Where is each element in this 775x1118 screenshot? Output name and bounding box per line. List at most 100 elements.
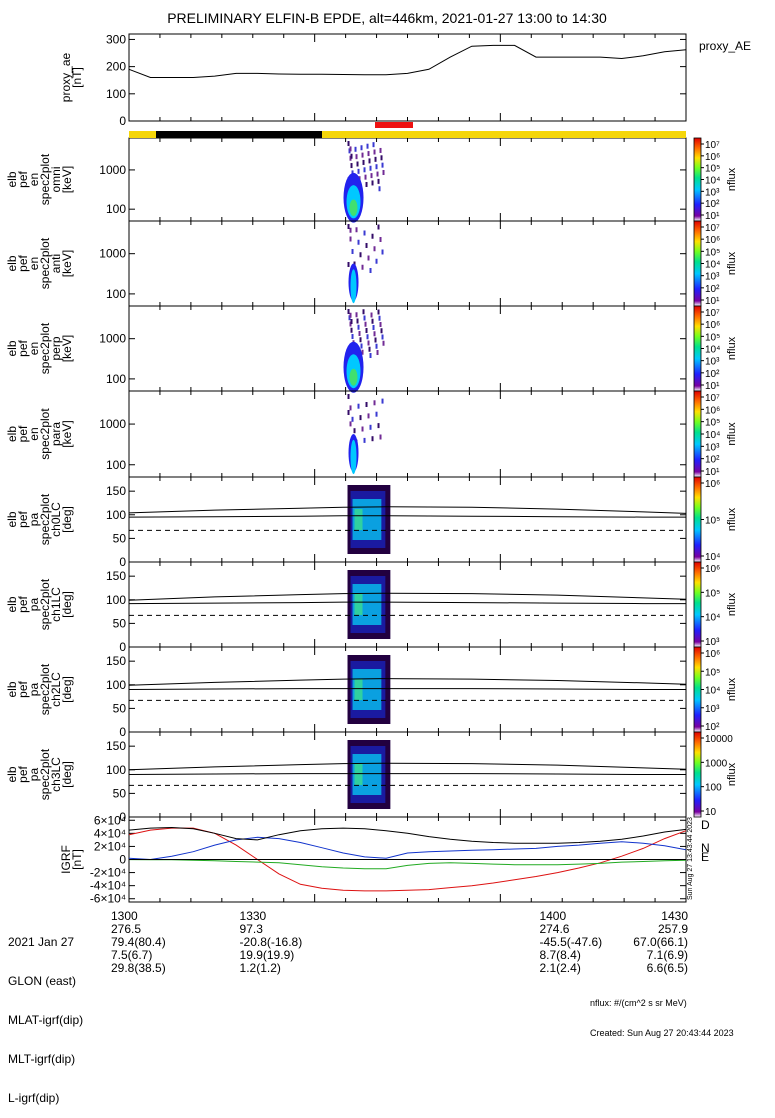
en_perp-blob-core [349,368,358,386]
en_perp-cbar-tick-label-5: 10⁶ [705,320,720,331]
en_anti-ylabel-0: elb [5,255,19,271]
pa_ch3-colorbar [693,731,702,818]
en_para-noise-pixel [375,411,378,417]
igrf-ytick-label-4: 2×10⁴ [94,839,126,853]
footer-value: 6.6(6.5) [646,961,688,975]
en_omni-noise-pixel [357,168,360,174]
en_omni-ylabel-0: elb [5,171,19,187]
footer-value: 1.2(1.2) [239,961,281,975]
en_perp-noise-pixel [347,309,350,314]
en_anti-noise-pixel [381,249,384,255]
pa_ch0-ylabel-5: [deg] [60,506,74,533]
proxy_ae-ytick-label-0: 0 [119,114,126,128]
pa_ch0-cbar-tick-label-2: 10⁶ [705,479,720,490]
igrf-legend-e: E [701,850,709,864]
en_omni-cbar-tick-label-5: 10⁶ [705,152,720,163]
panel-proxy_ae: proxy_ae[nT] 0 100 200 300 proxy_AE [59,32,751,128]
en_anti-ylabel-1: pef [16,254,30,271]
pa_ch2-ylabel-3: spec2plot [38,663,52,715]
en_omni-noise-pixel [365,182,368,187]
en_anti-noise-pixel [371,233,374,239]
footer-value: 29.8(38.5) [111,961,166,975]
en_para-noise-pixel [353,428,356,434]
pa_ch0-ylabel-1: pef [16,510,30,527]
pa_ch1-spectrogram-pixels [347,570,391,639]
panel-en_omni: elbpefenspec2plotomni[keV]100100010¹10²1… [5,137,738,223]
footer-label-mlat: MLAT-igrf(dip) [8,1013,84,1027]
en_anti-cbar-tick-label-2: 10³ [705,272,720,283]
en_perp-colorbar [693,305,702,392]
pa_ch2-cbar-tick-label-1: 10³ [705,704,720,715]
pa_ch1-ylabel-3: spec2plot [38,578,52,630]
proxy_ae-ytick-label-2: 200 [106,60,126,74]
en_para-ylabel-1: pef [16,425,30,442]
en_para-ytick-label-0: 100 [106,458,126,472]
en_perp-ylabel-2: en [27,342,41,355]
en_omni-noise-pixel [371,180,374,186]
en_omni-noise-pixel [379,147,382,153]
igrf-legend-n: N [701,841,710,855]
en_anti-noise-pixel [363,230,366,236]
pa_ch0-spectrogram-pixels [347,485,391,554]
pa_ch0-ytick-label-1: 50 [113,531,127,545]
en_perp-ylabel-5: [keV] [60,335,74,362]
pa_ch0-ytick-label-2: 100 [106,508,126,522]
en_perp-noise-pixel [382,340,385,346]
footer-notes: nflux: #/(cm^2 s sr MeV) Created: Sun Au… [590,978,734,1048]
en_omni-ytick-label-1: 1000 [99,163,126,177]
en_omni-cbar-tick-label-6: 10⁷ [705,140,720,151]
en_para-ylabel-3: spec2plot [38,408,52,460]
en_anti-noise-pixel [377,224,380,230]
en_omni-colorbar [693,137,702,222]
en_omni-noise-pixel [377,178,380,184]
en_para-cbar-tick-label-1: 10² [705,455,720,466]
pa_ch1-ytick-label-1: 50 [113,616,127,630]
en_anti-noise-pixel [373,246,376,252]
en_omni-noise-pixel [369,165,372,171]
en_anti-cbar-tick-label-6: 10⁷ [705,223,720,234]
pa_ch0-ytick-label-3: 150 [106,484,126,498]
en_anti-noise-pixel [369,268,372,273]
en_perp-noise-pixel [361,349,364,355]
en_anti-cbar-tick-label-0: 10¹ [705,296,720,307]
en_para-spectrogram-noise [347,394,384,445]
en_perp-cbar-tick-label-6: 10⁷ [705,308,720,319]
pa_ch3-ytick-label-1: 50 [113,786,127,800]
en_anti-ytick-label-0: 100 [106,287,126,301]
igrf-series-N [128,836,687,861]
en_perp-noise-pixel [359,337,362,343]
pa_ch0-pa-core [354,509,363,530]
pa_ch3-cbar-tick-label-2: 1000 [705,758,728,769]
en_omni-noise-pixel [372,142,375,148]
pa_ch2-pa-core [354,679,363,700]
en_perp-noise-pixel [378,315,381,321]
igrf-ytick-label-1: -4×10⁴ [90,879,126,893]
pa_ch3-spectrogram [347,740,391,809]
pa_ch1-cbar-tick-label-3: 10⁶ [705,564,720,575]
en_para-cbar-tick-label-3: 10⁴ [705,430,720,441]
pa_ch1-ytick-label-3: 150 [106,569,126,583]
en_perp-noise-pixel [379,322,382,327]
en_omni-ytick-label-0: 100 [106,202,126,216]
en_para-noise-pixel [359,415,362,421]
en_para-ytick-label-1: 1000 [99,417,126,431]
footer-label-mlt: MLT-igrf(dip) [8,1052,76,1066]
en_perp-spectrogram [343,309,385,393]
igrf-ylabel-1: [nT] [70,849,84,870]
en_para-noise-pixel [365,402,368,407]
en_para-ylabel-0: elb [5,426,19,442]
en_perp-noise-pixel [365,328,368,333]
en_para-cbar-label: nflux [726,422,738,446]
pa_ch3-ylabel-1: pef [16,765,30,782]
en_para-noise-pixel [381,398,384,404]
en_perp-noise-pixel [356,318,359,324]
en_perp-ylabel-0: elb [5,340,19,356]
en_omni-cbar-tick-label-2: 10³ [705,187,720,198]
pa_ch1-ylabel-0: elb [5,596,19,612]
pa_ch2-ytick-label-0: 0 [119,725,126,739]
en_para-noise-pixel [357,403,360,409]
